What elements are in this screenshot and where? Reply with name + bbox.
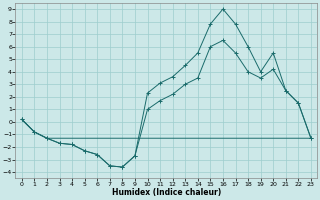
X-axis label: Humidex (Indice chaleur): Humidex (Indice chaleur) <box>112 188 221 197</box>
